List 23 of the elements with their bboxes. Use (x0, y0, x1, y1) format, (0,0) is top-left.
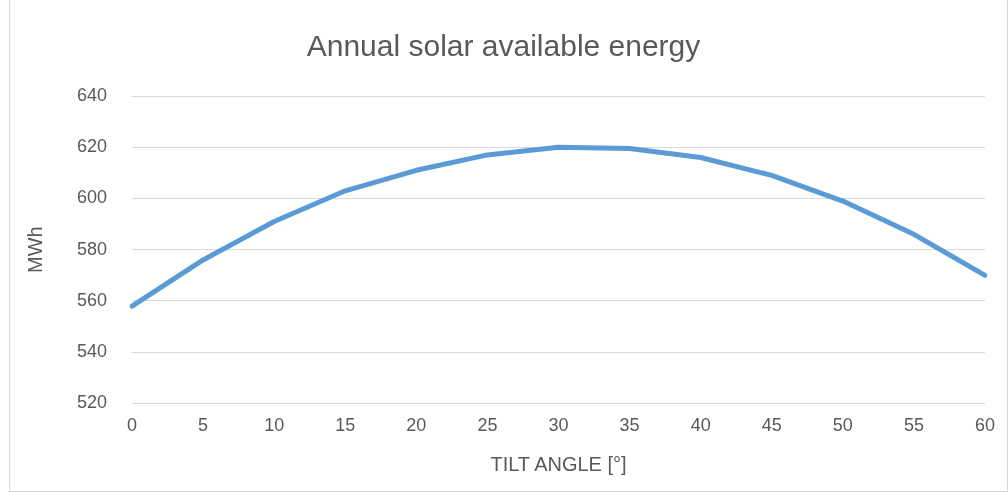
y-tick-label: 560 (76, 289, 108, 310)
x-tick-label: 25 (477, 415, 498, 436)
x-tick-label: 50 (832, 415, 853, 436)
x-tick-label: 0 (127, 415, 138, 436)
y-axis-title: MWh (23, 226, 46, 274)
y-tick-label: 520 (76, 392, 108, 413)
chart-title: Annual solar available energy (306, 29, 701, 63)
x-tick-label: 10 (264, 415, 285, 436)
x-tick-label: 60 (974, 415, 995, 436)
y-tick-label: 600 (76, 187, 108, 208)
x-tick-label: 30 (548, 415, 569, 436)
x-tick-label: 5 (198, 415, 209, 436)
x-tick-label: 40 (690, 415, 711, 436)
y-tick-label: 640 (76, 84, 108, 105)
x-tick-label: 45 (761, 415, 782, 436)
x-tick-label: 35 (619, 415, 640, 436)
x-tick-label: 15 (335, 415, 356, 436)
x-tick-label: 20 (406, 415, 427, 436)
x-axis-title: TILT ANGLE [°] (490, 452, 627, 475)
y-tick-label: 540 (76, 341, 108, 362)
y-tick-label: 580 (76, 238, 108, 259)
x-tick-label: 55 (903, 415, 924, 436)
y-tick-label: 620 (76, 136, 108, 157)
